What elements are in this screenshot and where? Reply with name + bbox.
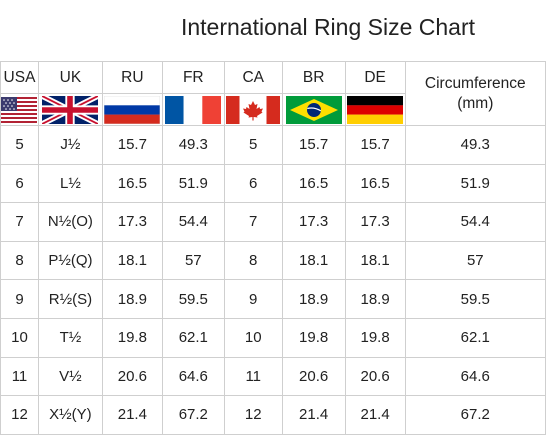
brazil-flag-icon [285,95,342,124]
cell-circumference: 59.5 [404,279,546,319]
usa-flag-icon [1,96,38,123]
column-header-uk: UK [37,61,103,94]
column-header-ru: RU [101,61,163,94]
table-row: 5 J½ 15.7 49.3 5 15.7 15.7 49.3 [0,125,546,165]
cell-ru: 16.5 [101,163,163,204]
cell-usa: 8 [0,240,39,281]
cell-ca: 8 [223,240,283,281]
table-row: 9 R½(S) 18.9 59.5 9 18.9 18.9 59.5 [0,279,546,319]
cell-de: 18.1 [344,240,406,281]
cell-br: 16.5 [281,163,346,204]
cell-ca: 6 [223,163,283,204]
cell-ca: 9 [223,279,283,319]
cell-fr: 62.1 [161,317,225,358]
circumference-unit: (mm) [457,94,494,112]
table-row: 7 N½(O) 17.3 54.4 7 17.3 17.3 54.4 [0,202,546,242]
flag-row [0,93,546,126]
cell-ru: 18.1 [101,240,163,281]
cell-uk: N½(O) [37,202,103,242]
column-header-circumference: Circumference (mm) [404,61,546,126]
cell-circumference: 49.3 [404,125,546,165]
table-row: 12 X½(Y) 21.4 67.2 12 21.4 21.4 67.2 [0,395,546,435]
russia-flag-icon [104,95,161,124]
table-row: 11 V½ 20.6 64.6 11 20.6 20.6 64.6 [0,356,546,397]
germany-flag-icon [347,95,404,124]
cell-usa: 6 [0,163,39,204]
table-row: 10 T½ 19.8 62.1 10 19.8 19.8 62.1 [0,317,546,358]
cell-ca: 5 [223,125,283,165]
cell-fr: 54.4 [161,202,225,242]
uk-flag-icon [42,95,99,124]
cell-uk: V½ [37,356,103,397]
cell-ca: 10 [223,317,283,358]
cell-fr: 59.5 [161,279,225,319]
cell-usa: 9 [0,279,39,319]
cell-uk: J½ [37,125,103,165]
header-row: USA UK RU FR CA BR DE Circumference (mm) [0,61,546,126]
cell-circumference: 62.1 [404,317,546,358]
cell-de: 21.4 [344,395,406,435]
cell-ca: 12 [223,395,283,435]
table-row: 8 P½(Q) 18.1 57 8 18.1 18.1 57 [0,240,546,281]
cell-ru: 15.7 [101,125,163,165]
cell-circumference: 64.6 [404,356,546,397]
column-header-de: DE [344,61,406,94]
cell-usa: 11 [0,356,39,397]
cell-br: 18.9 [281,279,346,319]
cell-circumference: 54.4 [404,202,546,242]
cell-br: 19.8 [281,317,346,358]
circumference-label: Circumference [424,74,526,92]
cell-ru: 17.3 [101,202,163,242]
cell-br: 20.6 [281,356,346,397]
canada-flag-icon [226,95,281,124]
cell-usa: 7 [0,202,39,242]
cell-ca: 11 [223,356,283,397]
cell-ru: 21.4 [101,395,163,435]
cell-de: 16.5 [344,163,406,204]
cell-br: 21.4 [281,395,346,435]
cell-uk: L½ [37,163,103,204]
cell-usa: 10 [0,317,39,358]
france-flag-icon [165,95,222,124]
cell-uk: T½ [37,317,103,358]
cell-br: 15.7 [281,125,346,165]
cell-usa: 12 [0,395,39,435]
column-header-usa: USA [0,61,39,94]
cell-uk: R½(S) [37,279,103,319]
cell-br: 17.3 [281,202,346,242]
column-header-br: BR [281,61,346,94]
cell-de: 20.6 [344,356,406,397]
cell-ca: 7 [223,202,283,242]
cell-ru: 18.9 [101,279,163,319]
page-title: International Ring Size Chart [180,14,476,40]
cell-uk: P½(Q) [37,240,103,281]
cell-fr: 49.3 [161,125,225,165]
cell-fr: 67.2 [161,395,225,435]
cell-de: 18.9 [344,279,406,319]
cell-circumference: 51.9 [404,163,546,204]
cell-fr: 57 [161,240,225,281]
cell-ru: 20.6 [101,356,163,397]
cell-br: 18.1 [281,240,346,281]
cell-de: 19.8 [344,317,406,358]
column-header-ca: CA [223,61,283,94]
cell-fr: 51.9 [161,163,225,204]
cell-usa: 5 [0,125,39,165]
cell-circumference: 67.2 [404,395,546,435]
column-header-fr: FR [161,61,225,94]
table-body: 5 J½ 15.7 49.3 5 15.7 15.7 49.3 6 L½ 16.5 51.9 6 16.5… [0,125,546,435]
cell-ru: 19.8 [101,317,163,358]
cell-fr: 64.6 [161,356,225,397]
cell-circumference: 57 [404,240,546,281]
cell-uk: X½(Y) [37,395,103,435]
cell-de: 15.7 [344,125,406,165]
table-row: 6 L½ 16.5 51.9 6 16.5 16.5 51.9 [0,163,546,204]
cell-de: 17.3 [344,202,406,242]
ring-size-table: USA UK RU FR CA BR DE Circumference (mm) [0,61,546,435]
